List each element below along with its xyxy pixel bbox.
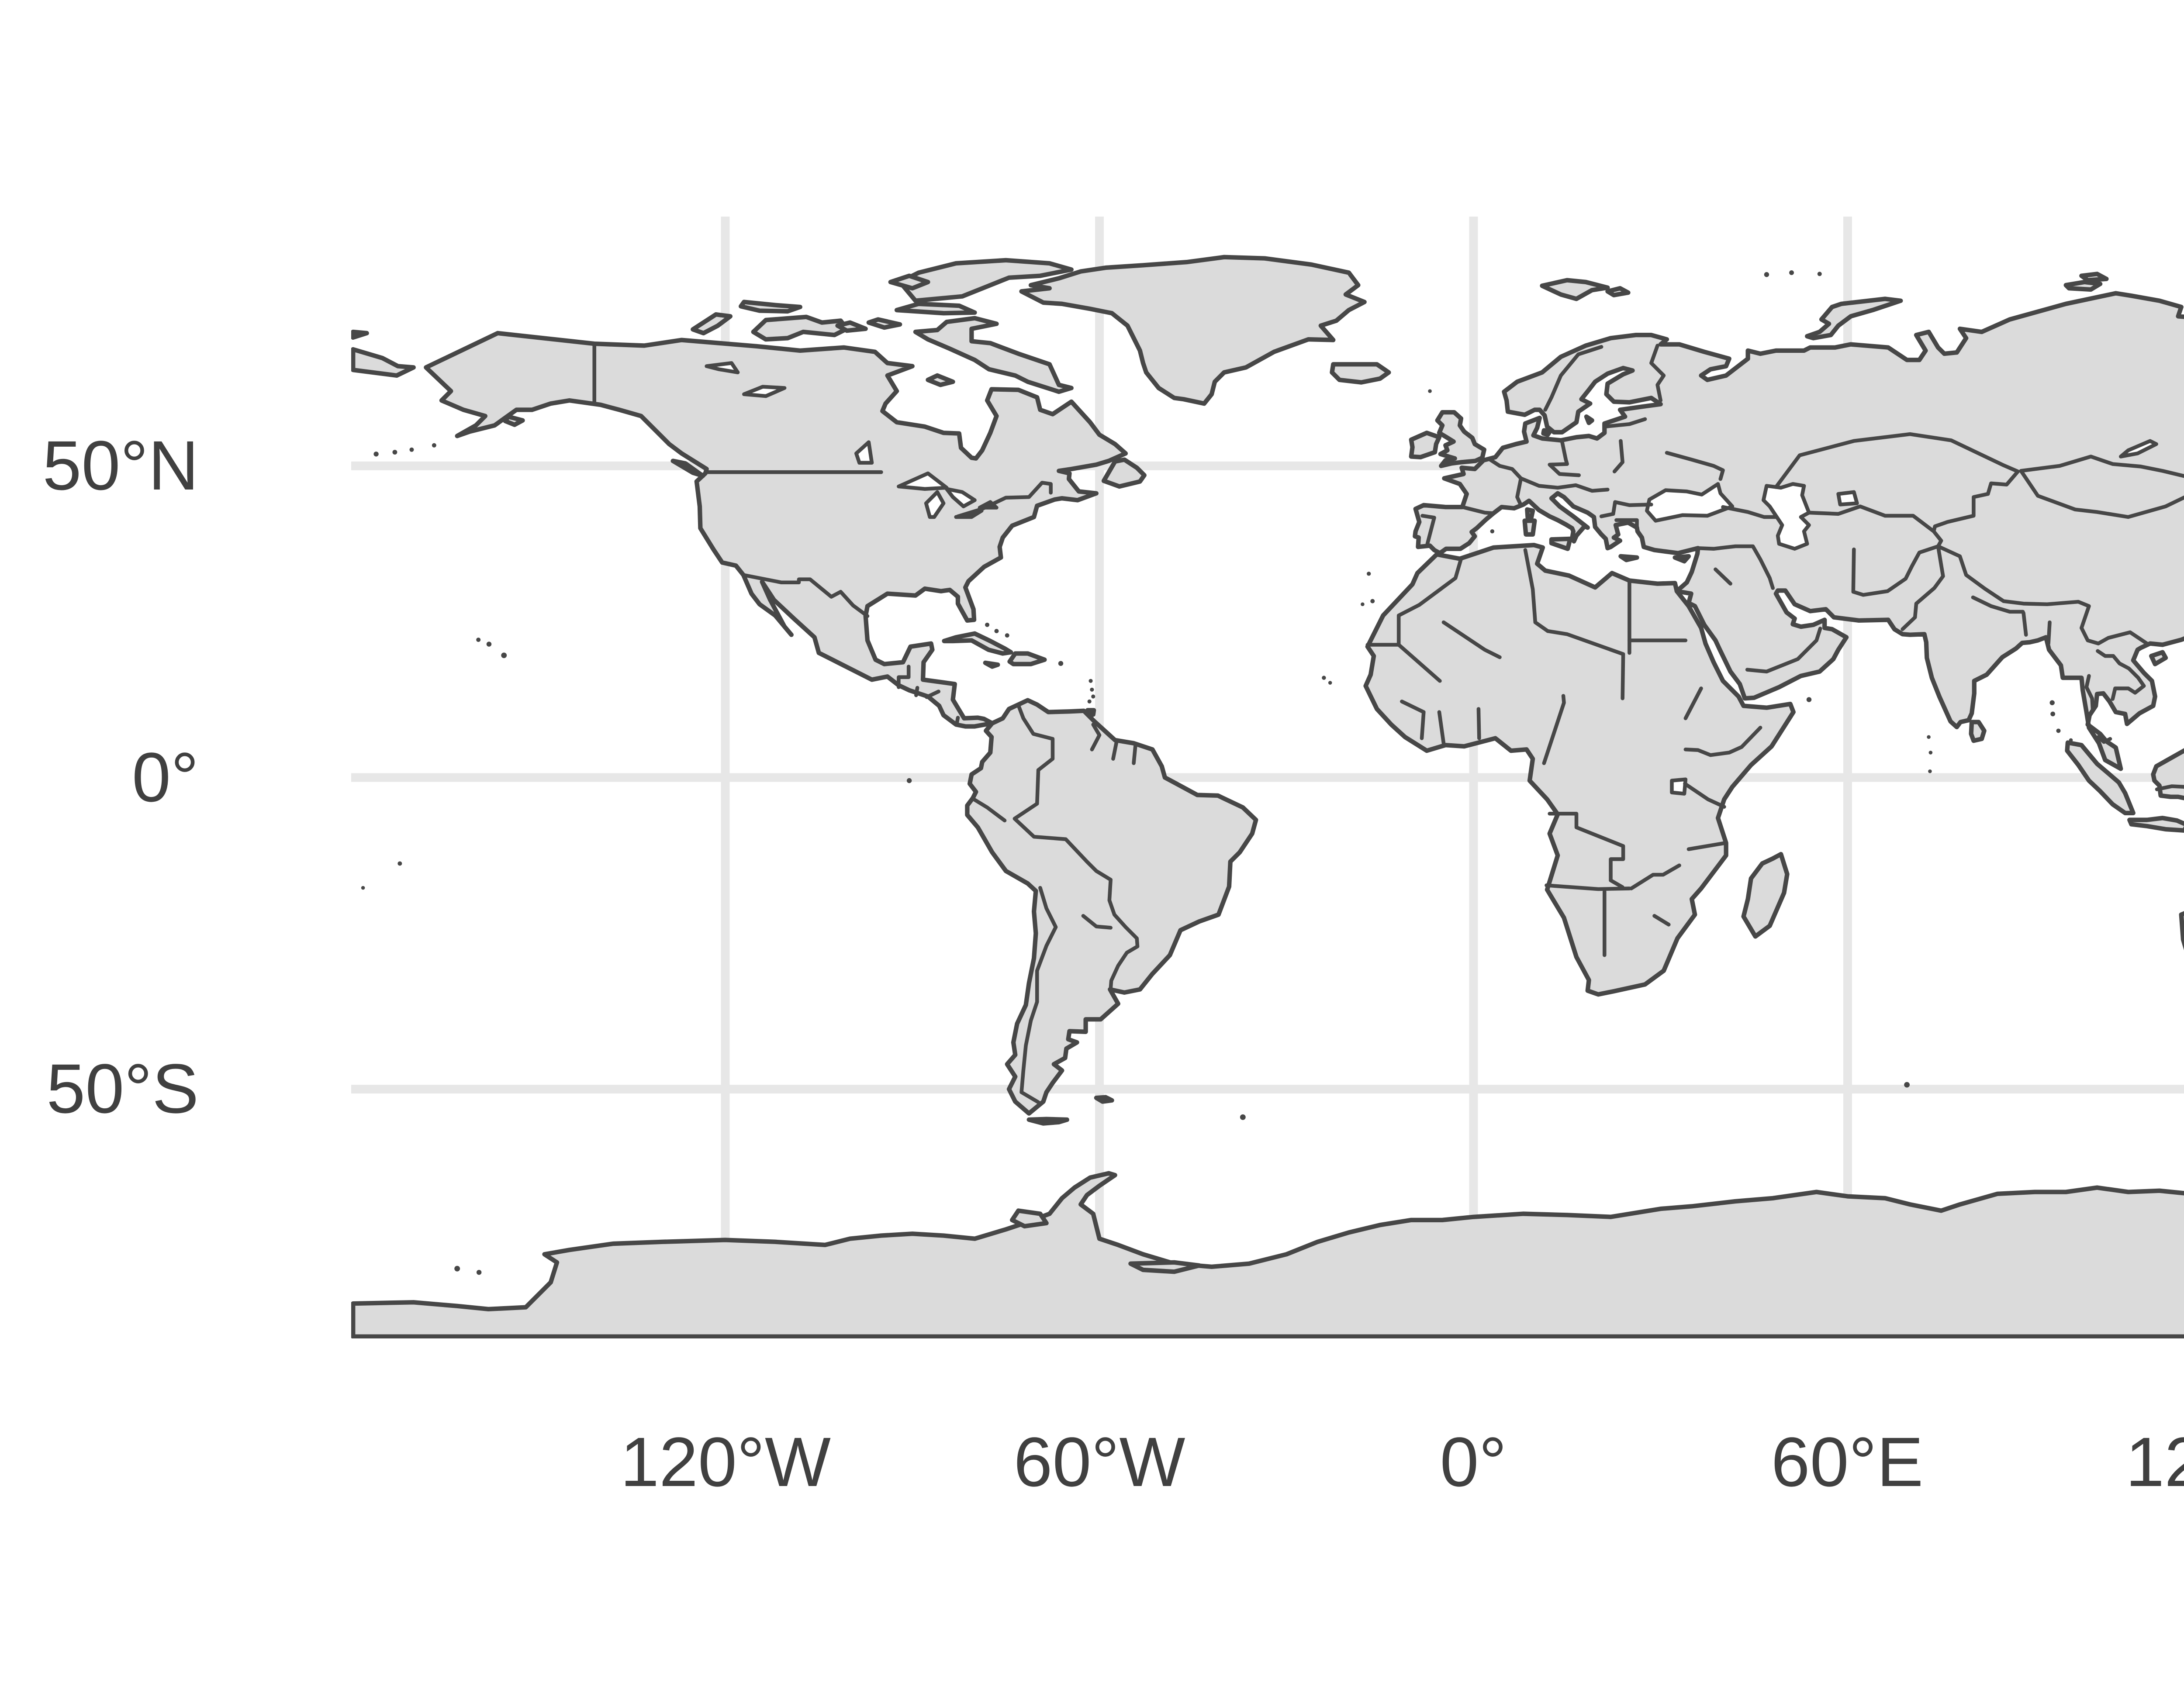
island-cuba — [942, 631, 1013, 656]
map-panel — [351, 217, 2184, 1338]
great-bear-lake — [705, 361, 740, 375]
island-ellesmere — [898, 258, 1074, 303]
world-map — [351, 217, 2184, 1338]
island-axel-heiberg — [888, 273, 930, 291]
island-hainan — [2149, 650, 2168, 666]
island-jamaica — [983, 660, 1000, 669]
island-antarctic-berkner — [1128, 1260, 1202, 1274]
island-trinidad — [1085, 708, 1096, 717]
lake-huron — [944, 487, 977, 508]
island-sumatra — [2065, 740, 2136, 815]
island-severnaya-zemlya — [2063, 279, 2103, 292]
lake-victoria — [1670, 777, 1688, 796]
island-melville — [739, 300, 802, 314]
island-prince-of-wales — [835, 320, 868, 333]
island-wrangel — [351, 329, 369, 340]
aral-sea — [1836, 490, 1859, 507]
island-java — [2127, 816, 2184, 833]
island-banks — [691, 312, 733, 336]
island-ireland — [1409, 431, 1442, 460]
island-vancouver — [670, 459, 705, 478]
island-great-britain — [1435, 410, 1486, 469]
great-slave-lake — [742, 385, 787, 398]
y-axis-label-50s: 50°S — [46, 1049, 199, 1128]
island-gotland — [1584, 414, 1594, 425]
island-iceland — [1330, 362, 1391, 385]
island-falklands — [1094, 1095, 1114, 1104]
island-severnaya-zemlya-n — [2079, 272, 2109, 283]
island-svalbard-east — [1605, 286, 1631, 297]
island-devon — [894, 301, 977, 316]
landmass-antarctica — [351, 1171, 2184, 1338]
x-axis-label-120e: 120°E — [2125, 1423, 2184, 1501]
island-baffin — [913, 316, 1074, 394]
island-somerset — [866, 317, 902, 330]
island-corsica — [1525, 507, 1535, 522]
landmass-greenland — [1019, 255, 1367, 406]
island-hispaniola — [1007, 651, 1047, 666]
island-crete — [1618, 554, 1639, 562]
country-borders — [592, 341, 2184, 1104]
island-svalbard — [1540, 278, 1610, 301]
island-newfoundland — [1101, 457, 1147, 489]
island-kodiak — [503, 414, 525, 427]
lake-baikal — [2118, 439, 2158, 459]
island-alexander — [1010, 1208, 1049, 1229]
island-cyprus — [1673, 554, 1691, 564]
island-tierra-del-fuego — [1026, 1117, 1069, 1126]
landmass-north-america — [424, 331, 1128, 729]
small-islands — [361, 270, 2073, 1275]
y-axis-label-50n: 50°N — [42, 426, 199, 504]
landfrag-chukotka-west — [351, 347, 416, 378]
landmass-africa — [1363, 543, 1796, 997]
island-victoria — [751, 314, 850, 342]
landmass-australia — [2179, 911, 2184, 951]
x-axis-label-120w: 120°W — [620, 1423, 831, 1501]
black-sea — [1645, 482, 1735, 523]
lake-winnipeg — [854, 440, 874, 465]
island-southampton — [926, 373, 955, 387]
x-axis-label-60e: 60°E — [1771, 1423, 1924, 1501]
lake-michigan — [924, 490, 946, 519]
caspian-sea — [1762, 482, 1811, 551]
island-zealand — [1541, 428, 1553, 437]
island-sicily — [1549, 536, 1572, 551]
island-madagascar — [1741, 852, 1790, 939]
lakes-and-inland-seas — [705, 361, 2158, 796]
x-axis-label-0: 0° — [1440, 1423, 1507, 1501]
landmasses — [351, 255, 2184, 1338]
x-axis-label-60w: 60°W — [1013, 1423, 1185, 1501]
island-sri-lanka — [1969, 720, 1987, 743]
island-novaya-zemlya — [1805, 297, 1903, 341]
island-sardinia — [1522, 518, 1537, 537]
y-axis-label-0: 0° — [132, 738, 199, 816]
